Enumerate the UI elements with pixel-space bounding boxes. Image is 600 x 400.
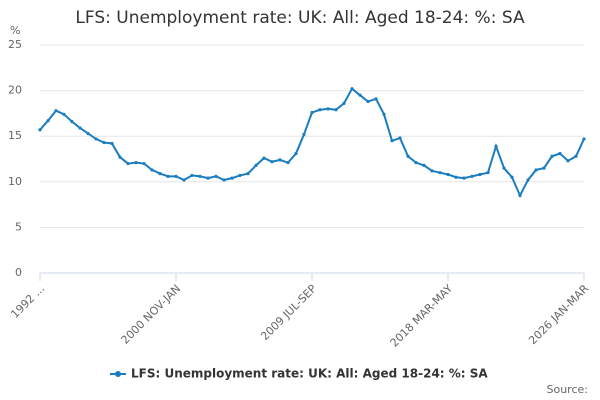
- data-point: [406, 154, 410, 158]
- data-point: [430, 169, 434, 173]
- data-point: [446, 172, 450, 177]
- data-point: [70, 120, 74, 124]
- y-tick-label: 5: [15, 220, 22, 233]
- y-tick-label: 0: [15, 266, 22, 279]
- data-point: [206, 176, 210, 180]
- data-point: [486, 171, 490, 175]
- data-point: [246, 171, 250, 176]
- data-point: [158, 171, 162, 176]
- data-point: [390, 139, 394, 143]
- data-point: [542, 166, 546, 170]
- data-point: [198, 174, 202, 178]
- data-point: [174, 174, 178, 178]
- data-point: [382, 112, 386, 116]
- data-point: [358, 93, 362, 97]
- data-point: [222, 178, 226, 182]
- y-tick-label: 15: [8, 129, 22, 142]
- data-point: [582, 137, 586, 141]
- data-point: [566, 159, 570, 163]
- data-point: [118, 155, 122, 159]
- data-point: [454, 175, 458, 179]
- data-point: [342, 101, 346, 105]
- data-point: [294, 151, 298, 156]
- data-point: [438, 171, 442, 175]
- data-point: [558, 151, 562, 156]
- data-point: [102, 140, 106, 145]
- data-point: [142, 161, 146, 166]
- data-point: [54, 109, 58, 113]
- x-tick-label: 2018 MAR-MAY: [388, 282, 456, 350]
- y-tick-label: 20: [8, 84, 22, 97]
- x-tick-label: 2009 JUL-SEP: [258, 282, 319, 343]
- data-point: [190, 173, 194, 178]
- data-point: [286, 161, 290, 165]
- data-point: [526, 178, 530, 182]
- data-point: [230, 176, 234, 180]
- data-point: [254, 163, 258, 167]
- data-point: [374, 97, 378, 101]
- data-point: [150, 168, 154, 172]
- data-point: [270, 160, 274, 164]
- y-tick-label: 10: [8, 175, 22, 188]
- data-point: [510, 175, 514, 179]
- data-point: [334, 108, 338, 112]
- x-tick-label: 2026 JAN-MAR: [526, 282, 591, 347]
- data-point: [166, 174, 170, 178]
- data-point: [46, 119, 50, 123]
- data-point: [110, 141, 114, 146]
- source: Source:: [547, 383, 589, 396]
- data-point: [494, 144, 498, 148]
- chart-title: LFS: Unemployment rate: UK: All: Aged 18…: [75, 8, 525, 28]
- x-tick-label: 1992 ...: [8, 282, 47, 321]
- data-point: [478, 172, 482, 177]
- y-unit: %: [10, 24, 20, 37]
- data-point: [126, 161, 130, 166]
- data-point: [182, 178, 186, 182]
- data-point: [534, 168, 538, 172]
- data-point: [398, 136, 402, 140]
- data-point: [414, 161, 418, 165]
- data-point: [94, 137, 98, 141]
- data-point: [550, 154, 554, 158]
- data-point: [502, 166, 506, 170]
- data-point: [470, 174, 474, 178]
- data-point: [262, 156, 266, 160]
- data-point: [302, 132, 306, 136]
- data-line: [39, 87, 585, 198]
- data-point: [214, 174, 218, 178]
- data-point: [326, 107, 330, 111]
- data-point: [318, 108, 322, 112]
- data-point: [278, 158, 282, 162]
- data-point: [574, 154, 578, 158]
- data-point: [238, 173, 242, 178]
- data-point: [38, 128, 42, 132]
- data-point: [86, 131, 90, 136]
- data-point: [518, 193, 522, 198]
- data-point: [310, 110, 314, 115]
- data-point: [78, 126, 82, 130]
- data-point: [134, 161, 138, 165]
- legend-marker: [115, 371, 121, 377]
- data-point: [366, 99, 370, 104]
- x-tick-label: 2000 NOV-JAN: [119, 282, 184, 347]
- data-point: [350, 87, 354, 91]
- data-point: [62, 112, 66, 116]
- data-point: [462, 176, 466, 180]
- legend-label: LFS: Unemployment rate: UK: All: Aged 18…: [131, 367, 488, 381]
- data-point: [422, 163, 426, 167]
- y-tick-label: 25: [8, 38, 22, 51]
